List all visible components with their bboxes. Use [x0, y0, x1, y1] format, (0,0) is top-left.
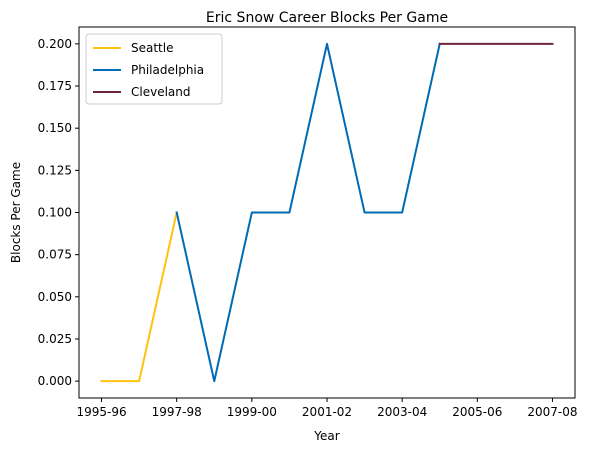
x-axis-title: Year	[313, 429, 339, 443]
y-axis-ticks: 0.000 0.025 0.050 0.075 0.100 0.125 0.150 0.175…	[38, 37, 79, 388]
y-tick-label: 0.125	[38, 163, 72, 177]
legend: Seattle Philadelphia Cleveland	[85, 33, 223, 105]
y-tick-label: 0.100	[38, 206, 72, 220]
y-tick-label: 0.175	[38, 79, 72, 93]
plot-frame	[78, 26, 576, 399]
y-tick-label: 0.200	[38, 37, 72, 51]
y-tick-label: 0.075	[38, 248, 72, 262]
y-tick-label: 0.000	[38, 374, 72, 388]
x-tick-label: 1997-98	[152, 405, 202, 419]
legend-box	[85, 33, 223, 105]
x-tick-label: 2001-02	[302, 405, 352, 419]
series-line-seattle	[100, 211, 178, 383]
y-tick-label: 0.025	[38, 332, 72, 346]
series-lines	[100, 42, 554, 383]
series-line-philadelphia	[175, 42, 441, 383]
x-tick-label: 2007-08	[527, 405, 577, 419]
x-axis-ticks: 1995-96 1997-98 1999-00 2001-02 2003-04 2005-…	[76, 398, 578, 419]
legend-label: Seattle	[131, 41, 173, 55]
legend-label: Cleveland	[131, 85, 191, 99]
y-tick-label: 0.150	[38, 121, 72, 135]
y-axis-title: Blocks Per Game	[9, 162, 23, 263]
x-tick-label: 2003-04	[377, 405, 427, 419]
x-tick-label: 1995-96	[76, 405, 126, 419]
legend-label: Philadelphia	[131, 63, 204, 77]
x-tick-label: 2005-06	[452, 405, 502, 419]
x-tick-label: 1999-00	[227, 405, 277, 419]
y-tick-label: 0.050	[38, 290, 72, 304]
chart-title: Eric Snow Career Blocks Per Game	[206, 10, 448, 26]
